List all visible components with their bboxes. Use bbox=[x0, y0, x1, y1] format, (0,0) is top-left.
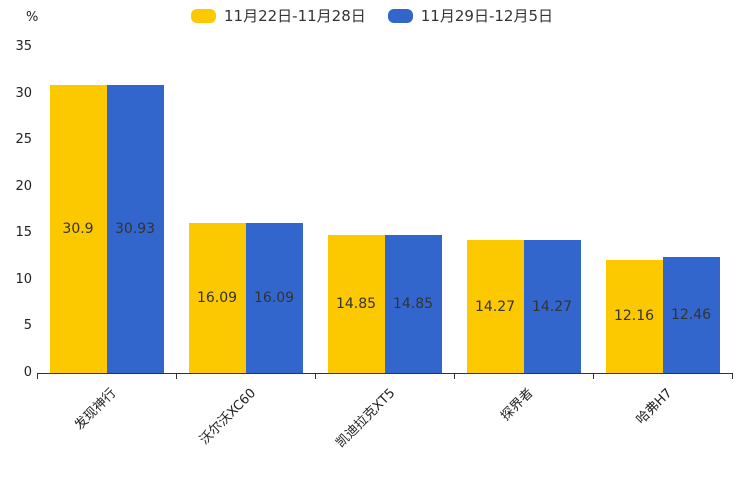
legend-item-series-0[interactable]: 11月22日-11月28日 bbox=[191, 5, 366, 26]
bar-value-label: 14.85 bbox=[392, 295, 434, 312]
x-axis-tick bbox=[732, 373, 733, 379]
y-tick-label: 0 bbox=[23, 365, 32, 380]
x-category-label: 发现神行 bbox=[72, 385, 120, 434]
x-category-label: 探界者 bbox=[498, 385, 537, 425]
bar-series-0-哈弗H7[interactable]: 12.16 bbox=[605, 259, 663, 373]
y-tick-label: 10 bbox=[15, 271, 32, 287]
legend-item-series-1[interactable]: 11月29日-12月5日 bbox=[387, 5, 553, 26]
chart-legend: 11月22日-11月28日 11月29日-12月5日 bbox=[0, 5, 744, 26]
bar-value-label: 30.93 bbox=[114, 220, 156, 237]
bar-value-label: 12.46 bbox=[670, 306, 712, 323]
y-tick-label: 20 bbox=[15, 178, 32, 194]
bar-value-label: 16.09 bbox=[196, 290, 238, 307]
x-axis-tick bbox=[454, 373, 455, 379]
x-category-label: 哈弗H7 bbox=[634, 385, 676, 428]
bar-series-0-发现神行[interactable]: 30.9 bbox=[49, 85, 107, 373]
y-tick-label: 30 bbox=[15, 85, 32, 101]
legend-label: 11月22日-11月28日 bbox=[224, 7, 366, 25]
legend-swatch-icon bbox=[191, 8, 216, 23]
y-axis-unit-label: % bbox=[26, 10, 39, 25]
x-category-label: 凯迪拉克XT5 bbox=[332, 385, 398, 451]
y-tick-label: 35 bbox=[15, 39, 32, 54]
x-axis-tick bbox=[593, 373, 594, 379]
x-axis-tick bbox=[176, 373, 177, 379]
y-tick-label: 25 bbox=[15, 132, 32, 148]
bar-value-label: 14.27 bbox=[531, 298, 573, 315]
x-category-label: 沃尔沃XC60 bbox=[196, 385, 259, 448]
bar-value-label: 14.27 bbox=[474, 298, 516, 315]
bar-series-1-哈弗H7[interactable]: 12.46 bbox=[662, 256, 720, 373]
legend-label: 11月29日-12月5日 bbox=[420, 7, 553, 25]
bar-series-1-探界者[interactable]: 14.27 bbox=[523, 240, 581, 373]
bar-series-1-沃尔沃XC60[interactable]: 16.09 bbox=[245, 223, 303, 373]
bar-value-label: 16.09 bbox=[253, 290, 295, 307]
bar-series-0-沃尔沃XC60[interactable]: 16.09 bbox=[188, 223, 246, 373]
x-axis-tick bbox=[37, 373, 38, 379]
bar-value-label: 30.9 bbox=[62, 221, 94, 238]
x-axis-tick bbox=[315, 373, 316, 379]
x-axis-line bbox=[37, 373, 733, 374]
bar-series-0-探界者[interactable]: 14.27 bbox=[466, 240, 524, 373]
y-tick-label: 15 bbox=[15, 225, 32, 241]
legend-swatch-icon bbox=[387, 8, 413, 23]
bar-value-label: 14.85 bbox=[335, 295, 377, 312]
bar-series-1-凯迪拉克XT5[interactable]: 14.85 bbox=[384, 234, 442, 373]
bar-value-label: 12.16 bbox=[613, 308, 655, 325]
y-tick-label: 5 bbox=[23, 318, 32, 334]
bar-series-0-凯迪拉克XT5[interactable]: 14.85 bbox=[327, 234, 385, 373]
bar-series-1-发现神行[interactable]: 30.93 bbox=[106, 84, 164, 373]
